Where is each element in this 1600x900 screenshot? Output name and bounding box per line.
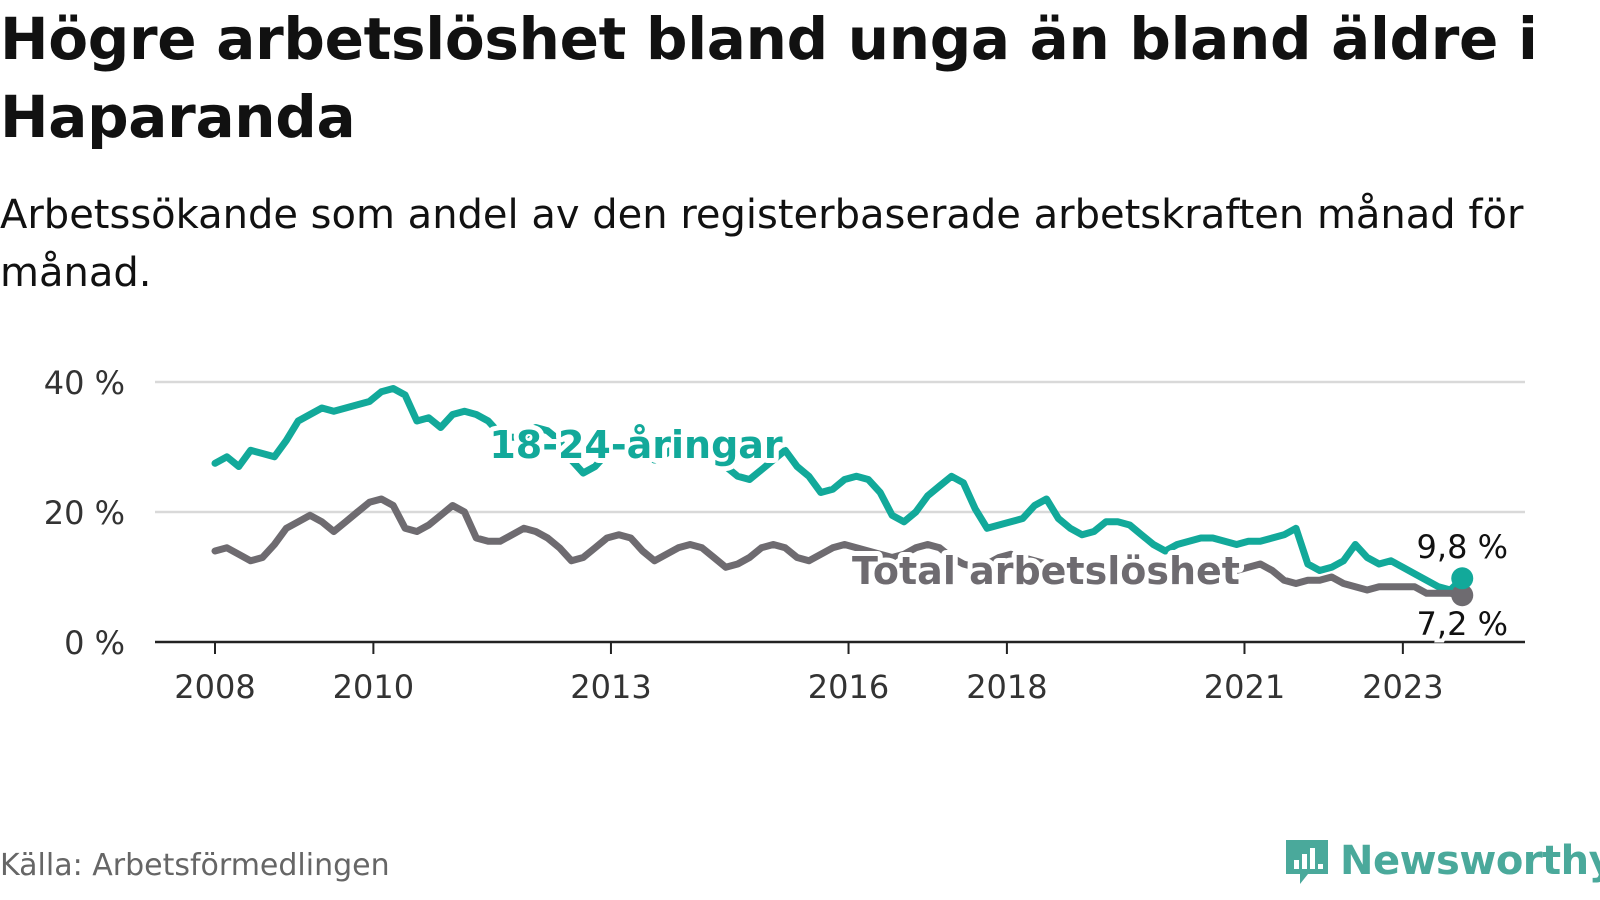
newsworthy-logo-icon [1286,840,1328,884]
x-tick-label: 2021 [1204,668,1285,706]
x-tick-label: 2008 [174,668,255,706]
total-series-line [211,495,1466,599]
gridlines [155,380,1525,644]
x-tick-label: 2023 [1362,668,1443,706]
total-end-value-label: 7,2 % [1417,605,1508,643]
y-tick-label: 40 % [44,364,125,402]
x-tick-label: 2016 [808,668,889,706]
line-chart: 0 % 20 % 40 % 2008 2010 2013 2016 2018 2021 2023… [44,364,1525,706]
brand-name: Newsworthy [1340,838,1600,884]
total-end-point [1451,584,1474,607]
youth-end-value-label: 9,8 % [1417,528,1508,566]
brand-logo: Newsworthy [1282,832,1600,892]
x-axis-ticks: 2008 2010 2013 2016 2018 2021 2023 [174,642,1444,706]
x-tick-label: 2010 [333,668,414,706]
x-tick-label: 2018 [966,668,1047,706]
x-tick-label: 2013 [570,668,651,706]
chart-subtitle: Arbetssökande som andel av den registerb… [0,192,1524,296]
series-lines [211,385,1474,607]
y-tick-label: 0 % [64,624,125,662]
chart-title: Högre arbetslöshet bland unga än bland ä… [0,5,1538,151]
y-axis-ticks: 0 % 20 % 40 % [44,364,125,662]
youth-series-label: 18-24-åringar [489,423,783,467]
y-tick-label: 20 % [44,494,125,532]
youth-series-line [211,385,1466,594]
youth-end-point [1451,567,1474,590]
series-labels: 18-24-åringar Total arbetslöshet 9,8 % 7,2 … [484,418,1512,647]
total-series-label: Total arbetslöshet [852,549,1240,593]
source-note: Källa: Arbetsförmedlingen [0,848,390,883]
